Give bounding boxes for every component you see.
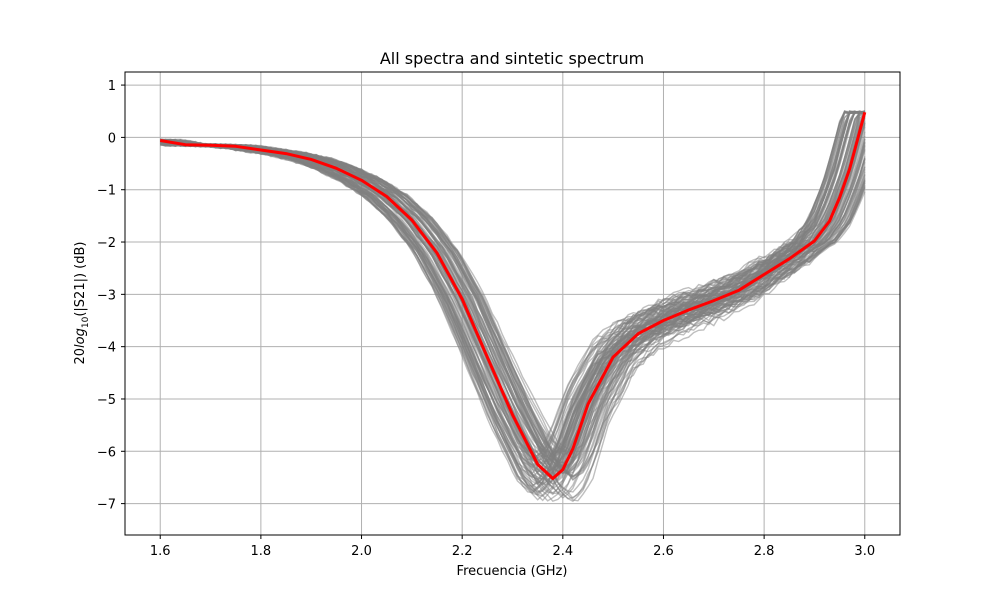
y-axis-label-prefix: 20 [73,348,88,365]
plot-frame [124,71,901,536]
y-tick-label: −7 [97,498,116,513]
y-axis-label: 20log10(|S21|) (dB) [73,242,91,365]
synthetic-spectrum [159,111,867,480]
x-tick-label: 2.2 [452,544,473,559]
measured-spectrum-line [160,138,866,493]
y-tick-label: −4 [97,341,116,356]
y-tick-label: −3 [97,288,116,303]
x-tick-label: 2.8 [754,544,775,559]
y-tick-label: −6 [97,445,116,460]
x-axis: 1.6 1.8 2.0 2.2 2.4 2.6 2.8 3.0 [150,535,875,559]
y-axis-label-log: log [73,328,88,348]
x-tick-label: 2.6 [653,544,674,559]
x-tick-label: 1.6 [150,544,171,559]
y-tick-label: −1 [97,184,116,199]
y-tick-label: −2 [97,236,116,251]
x-tick-label: 2.4 [552,544,573,559]
measured-spectrum-line [160,111,865,472]
x-tick-label: 2.0 [351,544,372,559]
x-tick-label: 3.0 [854,544,875,559]
y-tick-label: 0 [108,131,116,146]
x-tick-label: 1.8 [251,544,272,559]
y-axis-label-subscript: 10 [81,316,91,328]
y-tick-label: −5 [97,393,116,408]
measured-spectrum-line [160,110,866,466]
y-axis-label-suffix: (|S21|) (dB) [73,242,88,317]
synthetic-spectrum-line [159,111,867,480]
chart-title: All spectra and sintetic spectrum [380,49,644,68]
y-axis: 1 0 −1 −2 −3 −4 −5 −6 −7 [97,79,125,513]
x-axis-label: Frecuencia (GHz) [457,564,568,579]
y-tick-label: 1 [108,79,116,94]
measured-spectrum-line [159,111,865,488]
